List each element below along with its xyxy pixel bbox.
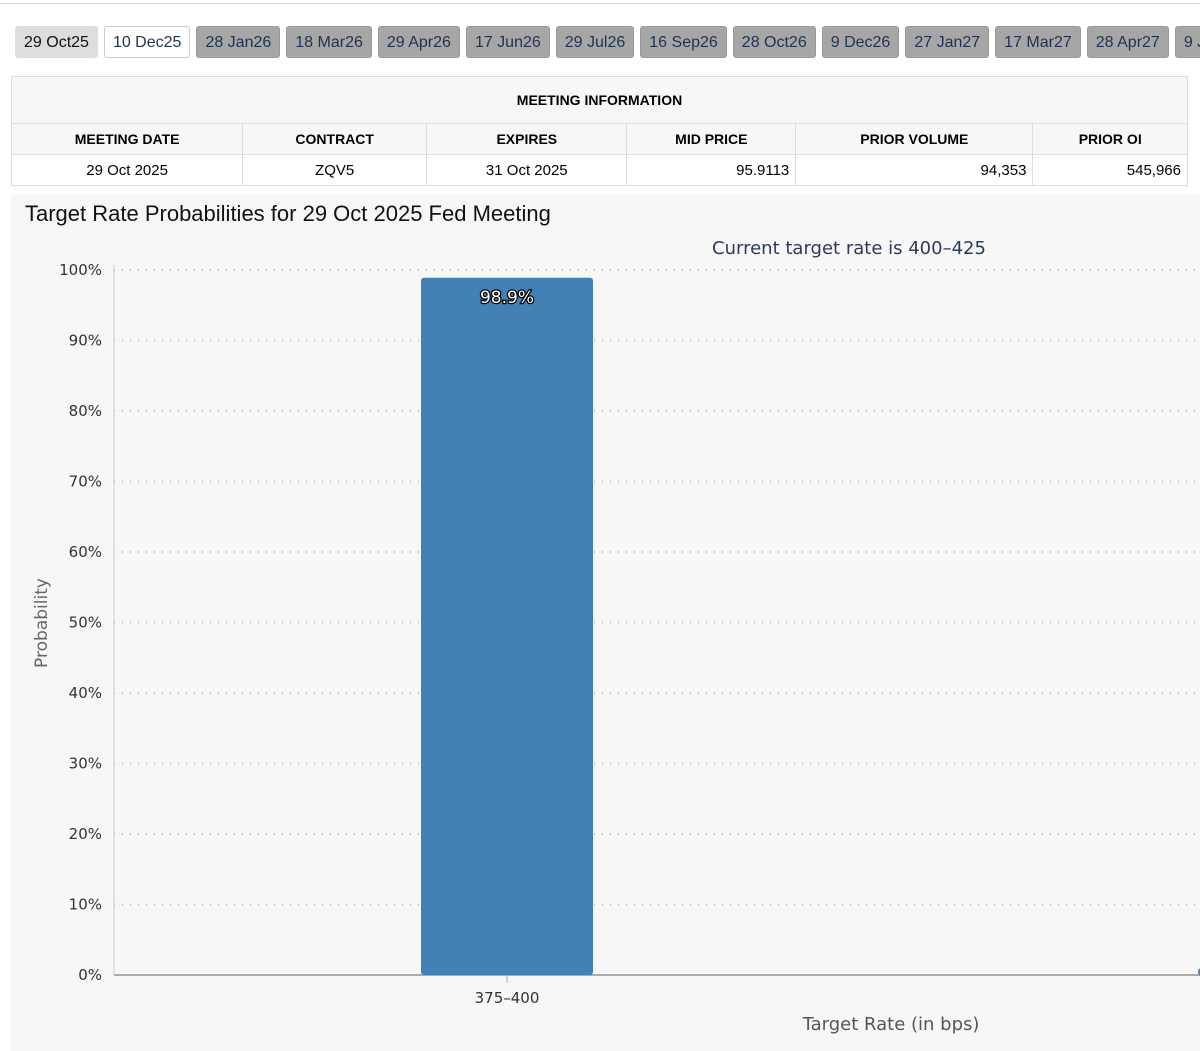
tab-meeting-12[interactable]: 28 Apr27 — [1086, 26, 1169, 58]
data-label: 98.9% — [480, 288, 534, 308]
tab-meeting-13[interactable]: 9 Ju — [1174, 26, 1200, 58]
tab-meeting-1[interactable]: 10 Dec25 — [103, 26, 191, 58]
top-divider — [0, 3, 1200, 4]
table-cell: 29 Oct 2025 — [10, 154, 244, 186]
meeting-tabs: 29 Oct25 10 Dec25 28 Jan26 18 Mar26 29 Apr26… — [15, 26, 1200, 58]
tab-meeting-6[interactable]: 29 Jul26 — [555, 26, 635, 58]
column-header: MEETING DATE — [10, 123, 244, 155]
y-tick-label: 50% — [69, 614, 102, 632]
tab-meeting-0[interactable]: 29 Oct25 — [15, 26, 98, 58]
chart-subtitle: Current target rate is 400–425 — [712, 238, 986, 259]
table-cell: 94,353 — [795, 154, 1034, 186]
column-header: PRIOR OI — [1032, 123, 1188, 155]
y-tick-label: 30% — [69, 755, 102, 773]
tab-meeting-11[interactable]: 17 Mar27 — [995, 26, 1081, 58]
probability-chart: 0% 10% 20% 30% 40% 50% 60% 70% 80% 90% 100% Probabi… — [11, 195, 1200, 1051]
column-header: EXPIRES — [426, 123, 628, 155]
y-tick-label: 20% — [69, 825, 102, 843]
tab-meeting-2[interactable]: 28 Jan26 — [196, 26, 281, 58]
meeting-info-table: MEETING INFORMATION MEETING DATE CONTRACT… — [10, 76, 1188, 186]
y-tick-label: 80% — [69, 402, 102, 420]
table-caption: MEETING INFORMATION — [11, 76, 1188, 124]
y-tick-label: 90% — [69, 332, 102, 350]
tab-meeting-8[interactable]: 28 Oct26 — [732, 26, 816, 58]
y-tick-label: 60% — [69, 543, 102, 561]
tab-meeting-9[interactable]: 9 Dec26 — [821, 26, 900, 58]
chart-title: Target Rate Probabilities for 29 Oct 202… — [25, 201, 551, 226]
tab-meeting-3[interactable]: 18 Mar26 — [286, 26, 372, 58]
column-header: PRIOR VOLUME — [795, 123, 1034, 155]
y-tick-label: 70% — [69, 473, 102, 491]
y-tick-label: 10% — [69, 896, 102, 914]
tab-meeting-10[interactable]: 27 Jan27 — [905, 26, 990, 58]
y-tick-label: 100% — [59, 261, 102, 279]
table-cell: 31 Oct 2025 — [426, 154, 628, 186]
column-header: CONTRACT — [242, 123, 428, 155]
bar — [421, 277, 593, 975]
table-cell: 95.9113 — [626, 154, 797, 186]
tab-meeting-5[interactable]: 17 Jun26 — [465, 26, 550, 58]
table-cell: 545,966 — [1032, 154, 1188, 186]
x-axis-label: Target Rate (in bps) — [802, 1014, 980, 1035]
tab-meeting-7[interactable]: 16 Sep26 — [640, 26, 727, 58]
table-cell: ZQV5 — [242, 154, 428, 186]
column-header: MID PRICE — [626, 123, 797, 155]
x-tick-label: 375–400 — [475, 989, 540, 1007]
tab-meeting-4[interactable]: 29 Apr26 — [377, 26, 460, 58]
y-tick-label: 40% — [69, 684, 102, 702]
y-axis-label: Probability — [32, 578, 52, 668]
y-tick-label: 0% — [78, 966, 102, 984]
